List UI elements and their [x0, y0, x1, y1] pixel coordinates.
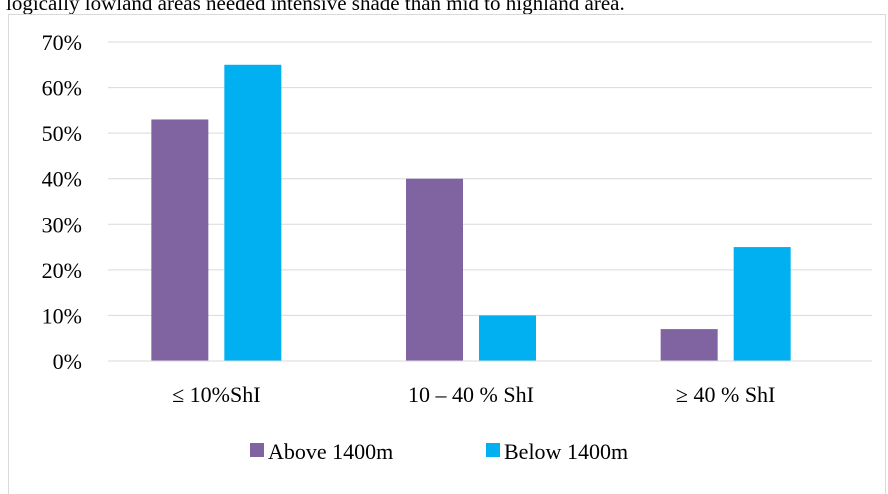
legend-label: Below 1400m: [504, 439, 628, 464]
y-tick-label: 50%: [42, 121, 82, 146]
y-tick-label: 20%: [42, 258, 82, 283]
x-category-label: ≤ 10%ShI: [172, 382, 260, 407]
legend-label: Above 1400m: [268, 439, 393, 464]
y-tick-label: 70%: [42, 30, 82, 55]
legend: Above 1400m Below 1400m: [250, 439, 628, 464]
bar-above: [406, 178, 463, 361]
legend-swatch: [486, 443, 500, 457]
y-tick-label: 40%: [42, 167, 82, 192]
bar-below: [479, 315, 536, 361]
y-axis-ticks: 0% 10% 20% 30% 40% 50% 60% 70%: [42, 30, 82, 374]
y-tick-label: 30%: [42, 212, 82, 237]
legend-swatch: [250, 443, 264, 457]
y-tick-label: 10%: [42, 303, 82, 328]
bar-below: [733, 247, 791, 361]
bar-above: [151, 119, 209, 361]
chart-frame: [8, 14, 886, 494]
x-axis-categories: ≤ 10%ShI 10 – 40 % ShI ≥ 40 % ShI: [172, 382, 775, 407]
y-tick-label: 60%: [42, 76, 82, 101]
bar-above: [660, 329, 718, 361]
bar-below: [224, 64, 282, 362]
x-category-label: 10 – 40 % ShI: [408, 382, 534, 407]
caption-fragment: logically lowland areas needed intensive…: [6, 0, 625, 15]
bars: [151, 64, 791, 362]
y-tick-label: 0%: [53, 349, 82, 374]
x-category-label: ≥ 40 % ShI: [676, 382, 775, 407]
